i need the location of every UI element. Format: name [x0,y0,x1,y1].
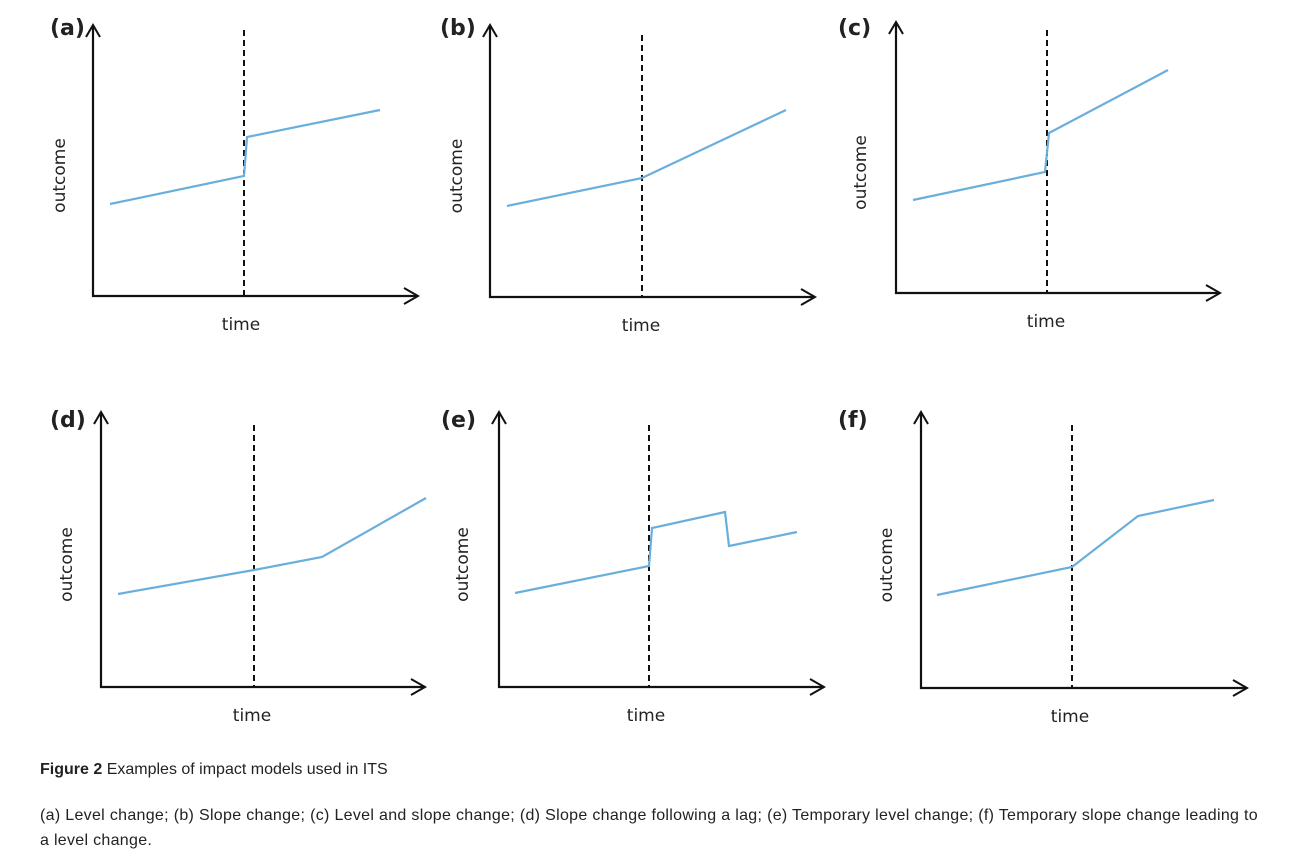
axes [894,22,1220,295]
outcome-line [506,109,787,208]
panel-label: (a) [50,16,85,41]
x-arrowhead [403,287,421,305]
axes [919,412,1247,690]
panel-label: (f) [838,408,868,433]
panel: (b) time outcome [440,16,818,336]
y-axis-label: outcome [57,527,77,602]
y-arrowhead [913,410,929,425]
axes [91,25,418,298]
panel: (c) time outcome [838,16,1223,332]
outcome-line [117,497,427,596]
caption-description: (a) Level change; (b) Slope change; (c) … [40,807,1258,849]
y-axis-label: outcome [50,138,70,213]
outcome-line [936,498,1215,597]
panel-label: (c) [838,16,871,41]
axes [488,25,815,299]
figure-title: Examples of impact models used in ITS [106,761,388,778]
x-arrowhead [800,288,818,306]
y-axis-label: outcome [851,135,871,210]
panel: (d) time outcome [50,408,428,726]
panel-label: (e) [441,408,476,433]
x-arrowhead [1205,284,1223,302]
figure-label: Figure 2 [40,761,103,778]
y-arrowhead [888,20,904,35]
y-axis-label: outcome [453,527,473,602]
y-arrowhead [491,410,507,425]
figure: (a) time outcome (b) time outcome (c) time outco… [50,16,1250,727]
x-axis-label: time [1027,312,1065,332]
x-axis-label: time [1051,707,1089,727]
y-axis-label: outcome [877,528,897,603]
outcome-line [514,510,798,595]
panel-label: (b) [440,16,476,41]
outcome-line [109,108,381,206]
panel: (f) time outcome [838,408,1250,727]
x-axis-label: time [622,316,660,336]
x-arrowhead [410,678,428,696]
x-axis-label: time [627,706,665,726]
y-arrowhead [85,23,101,38]
axes [497,412,824,689]
panel: (e) time outcome [441,408,827,726]
caption-heading: Figure 2 Examples of impact models used … [40,761,388,779]
x-axis-label: time [233,706,271,726]
outcome-line [912,69,1169,202]
panel-label: (d) [50,408,86,433]
y-arrowhead [482,23,498,38]
y-arrowhead [93,410,109,425]
axes [99,412,425,689]
x-arrowhead [1232,679,1250,697]
y-axis-label: outcome [447,139,467,214]
panel: (a) time outcome [50,16,421,335]
x-axis-label: time [222,315,260,335]
x-arrowhead [809,678,827,696]
